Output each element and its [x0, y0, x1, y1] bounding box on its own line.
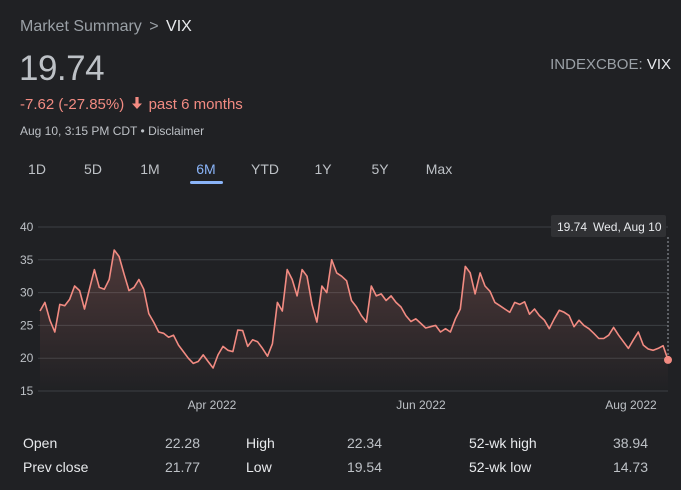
stat-low-label: Low	[246, 459, 272, 475]
tab-1m[interactable]: 1M	[140, 161, 160, 177]
last-point-marker	[664, 355, 672, 364]
active-tab-indicator	[190, 181, 223, 184]
y-tick-label: 15	[20, 384, 34, 398]
stat-52wk-low-value: 14.73	[612, 459, 648, 475]
tab-6m[interactable]: 6M	[196, 161, 216, 177]
chart-x-axis: Apr 2022 Jun 2022 Aug 2022	[188, 398, 657, 412]
y-tick-label: 30	[20, 286, 34, 300]
x-tick-label: Apr 2022	[188, 398, 237, 412]
exchange-prefix: INDEXCBOE:	[550, 56, 643, 73]
price-change: -7.62 (-27.85%) past 6 months	[20, 96, 243, 113]
price-line	[39, 249, 669, 369]
current-price: 19.74	[19, 49, 105, 88]
stat-high-value: 22.34	[346, 435, 382, 451]
stat-high-label: High	[246, 435, 275, 451]
tab-5d[interactable]: 5D	[84, 161, 102, 177]
quote-meta: Aug 10, 3:15 PM CDT • Disclaimer	[20, 124, 204, 138]
breadcrumb-separator: >	[149, 18, 159, 35]
stat-open-value: 22.28	[164, 435, 200, 451]
x-tick-label: Jun 2022	[396, 398, 446, 412]
y-tick-label: 20	[20, 351, 34, 365]
tooltip-value: 19.74	[557, 220, 587, 234]
breadcrumb: Market Summary > VIX	[20, 18, 192, 36]
tab-1d[interactable]: 1D	[28, 161, 46, 177]
exchange-ticker: INDEXCBOE: VIX	[550, 56, 671, 73]
stat-52wk-high-value: 38.94	[612, 435, 648, 451]
range-tabs: 1D 5D 1M 6M YTD 1Y 5Y Max	[0, 158, 681, 188]
y-tick-label: 40	[20, 220, 34, 234]
chart-tooltip: 19.74 Wed, Aug 10	[551, 215, 666, 237]
tab-ytd[interactable]: YTD	[251, 161, 279, 177]
breadcrumb-current: VIX	[166, 18, 192, 35]
quote-timestamp: Aug 10, 3:15 PM CDT	[20, 124, 138, 138]
arrow-down-icon	[132, 96, 143, 113]
stat-low-value: 19.54	[346, 459, 382, 475]
change-period: past 6 months	[148, 96, 243, 113]
tooltip-background	[551, 215, 666, 237]
tooltip-date: Wed, Aug 10	[593, 220, 662, 234]
breadcrumb-parent-link[interactable]: Market Summary	[20, 18, 142, 35]
tab-1y[interactable]: 1Y	[314, 161, 332, 177]
change-value: -7.62 (-27.85%)	[20, 96, 125, 113]
tab-max[interactable]: Max	[425, 161, 453, 177]
stat-52wk-high-label: 52-wk high	[469, 435, 537, 451]
disclaimer-link[interactable]: Disclaimer	[148, 124, 205, 138]
meta-bullet: •	[140, 124, 145, 138]
x-tick-label: Aug 2022	[605, 398, 657, 412]
exchange-symbol: VIX	[646, 56, 671, 73]
y-tick-label: 25	[20, 318, 34, 332]
stat-open-label: Open	[23, 435, 58, 451]
price-area-fill	[40, 250, 668, 391]
stat-prev-close-label: Prev close	[23, 459, 89, 475]
stat-prev-close-value: 21.77	[164, 459, 200, 475]
price-chart[interactable]: 40 35 30 25 20 15 Apr 2022 Jun 2022 Aug 2022 19…	[0, 200, 681, 420]
stat-52wk-low-label: 52-wk low	[469, 459, 532, 475]
tab-5y[interactable]: 5Y	[371, 161, 389, 177]
y-tick-label: 35	[20, 253, 34, 267]
